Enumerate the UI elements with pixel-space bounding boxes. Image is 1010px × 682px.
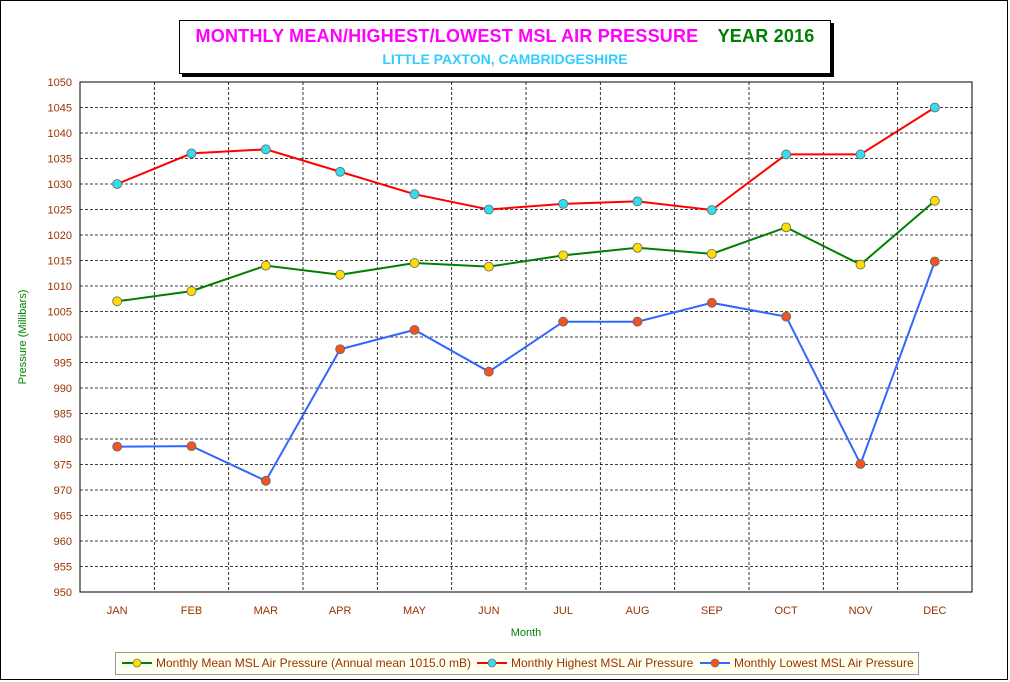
chart-title: MONTHLY MEAN/HIGHEST/LOWEST MSL AIR PRES… [195, 26, 699, 46]
data-point-low [855, 459, 866, 469]
data-point-mean [260, 260, 271, 271]
x-tick-label: MAY [403, 605, 427, 617]
data-point-low [112, 441, 123, 452]
legend-label-mean: Monthly Mean MSL Air Pressure (Annual me… [156, 656, 472, 670]
data-point-high [483, 204, 494, 215]
y-tick-label: 1045 [48, 103, 72, 115]
data-point-high [855, 149, 866, 160]
data-point-high [112, 179, 123, 189]
data-point-high [409, 189, 420, 200]
data-point-mean [929, 195, 940, 206]
data-point-high [260, 144, 271, 155]
legend-label-high: Monthly Highest MSL Air Pressure [511, 656, 694, 670]
data-point-mean [558, 250, 569, 261]
data-point-low [483, 366, 494, 377]
y-tick-label: 960 [54, 536, 72, 548]
y-tick-label: 990 [54, 383, 72, 395]
x-tick-label: SEP [701, 605, 723, 617]
series-line-high [116, 106, 936, 212]
y-tick-label: 1050 [48, 77, 72, 89]
data-point-high [558, 198, 569, 209]
y-tick-label: 970 [54, 485, 72, 497]
data-point-mean [186, 286, 197, 297]
y-tick-label: 950 [54, 587, 72, 599]
legend-item-high: Monthly Highest MSL Air Pressure [477, 656, 693, 670]
y-tick-label: 955 [54, 562, 72, 574]
y-tick-label: 1005 [48, 307, 72, 319]
y-tick-label: 1015 [48, 256, 72, 268]
data-point-high [781, 149, 792, 160]
x-tick-label: JUN [478, 605, 499, 617]
chart-subtitle: LITTLE PAXTON, CAMBRIDGESHIRE [382, 51, 628, 67]
legend-swatch-low [700, 658, 730, 668]
data-point-low [409, 324, 420, 335]
series-line-low [117, 261, 936, 483]
y-axis-title: Pressure (Millibars) [17, 290, 29, 385]
y-tick-label: 1010 [48, 281, 72, 293]
y-tick-label: 975 [54, 460, 72, 472]
x-tick-label: AUG [626, 605, 650, 617]
data-point-low [260, 475, 271, 486]
x-tick-label: OCT [775, 605, 799, 617]
data-point-mean [781, 222, 792, 233]
title-line: MONTHLY MEAN/HIGHEST/LOWEST MSL AIR PRES… [180, 26, 830, 47]
y-tick-label: 1030 [48, 179, 72, 191]
data-point-high [929, 102, 940, 113]
legend-label-low: Monthly Lowest MSL Air Pressure [734, 656, 914, 670]
y-tick-label: 965 [54, 511, 72, 523]
data-point-low [558, 316, 569, 327]
x-tick-label: JUL [553, 605, 573, 617]
data-point-mean [335, 269, 346, 280]
data-point-mean [112, 296, 123, 307]
x-tick-label: APR [329, 605, 352, 617]
data-point-low [706, 297, 717, 308]
data-point-low [186, 441, 197, 452]
data-point-high [632, 196, 643, 207]
y-tick-label: 1035 [48, 154, 72, 166]
legend: Monthly Mean MSL Air Pressure (Annual me… [115, 652, 919, 675]
data-point-mean [483, 261, 494, 272]
data-point-mean [706, 248, 717, 259]
y-tick-label: 980 [54, 434, 72, 446]
data-point-high [706, 205, 717, 215]
data-point-mean [409, 258, 420, 268]
y-tick-label: 1020 [48, 230, 72, 242]
chart-year: YEAR 2016 [717, 26, 815, 46]
x-tick-label: FEB [181, 605, 202, 617]
legend-swatch-mean [122, 658, 152, 668]
x-tick-label: JAN [107, 605, 128, 617]
x-tick-label: NOV [849, 605, 874, 617]
y-tick-label: 1025 [48, 205, 72, 217]
y-tick-label: 1040 [48, 128, 72, 140]
title-box: MONTHLY MEAN/HIGHEST/LOWEST MSL AIR PRES… [179, 20, 831, 74]
data-point-high [186, 148, 197, 159]
data-point-low [335, 344, 346, 355]
plot-border [79, 81, 973, 593]
y-tick-label: 995 [54, 358, 72, 370]
x-axis-title: Month [511, 627, 542, 639]
x-tick-label: DEC [923, 605, 946, 617]
series-line-mean [117, 200, 936, 303]
data-point-low [929, 256, 940, 267]
legend-swatch-high [477, 658, 507, 668]
data-point-low [781, 311, 792, 322]
legend-item-mean: Monthly Mean MSL Air Pressure (Annual me… [122, 656, 471, 670]
data-point-low [632, 316, 643, 327]
x-tick-label: MAR [254, 605, 279, 617]
data-point-mean [632, 242, 643, 253]
data-point-high [335, 166, 346, 177]
data-point-mean [855, 259, 866, 270]
legend-item-low: Monthly Lowest MSL Air Pressure [700, 656, 914, 670]
y-tick-label: 1000 [48, 332, 72, 344]
y-tick-label: 985 [54, 409, 72, 421]
